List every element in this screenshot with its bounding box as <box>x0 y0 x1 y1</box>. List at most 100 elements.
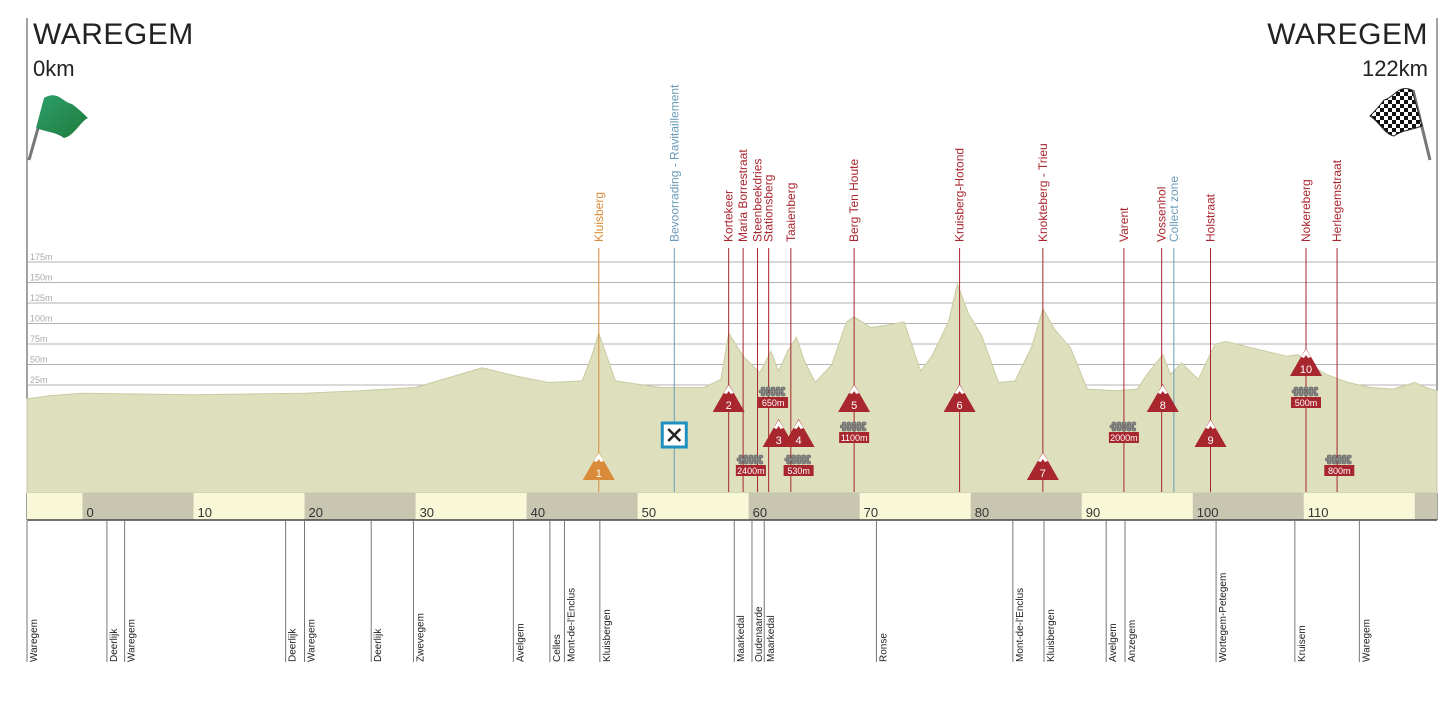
cobble-icon <box>1116 421 1122 426</box>
snowcap-icon <box>1037 453 1048 462</box>
cobble-icon <box>1126 421 1132 426</box>
cobble-icon <box>770 392 776 397</box>
cobble-icon <box>1303 392 1309 397</box>
town-label: Kluisbergen <box>1046 609 1057 662</box>
km-bar-segment <box>1192 493 1304 520</box>
cobble-icon <box>736 457 742 462</box>
x-tick-label: 60 <box>753 505 767 520</box>
cobble-icon <box>743 460 749 465</box>
cobble-icon <box>1308 392 1314 397</box>
town-label: Deerlijk <box>288 628 299 662</box>
cobble-length-badge <box>758 397 789 408</box>
cobblestone-sector: 800m <box>1324 454 1355 476</box>
cobble-icon <box>775 386 781 391</box>
cobble-icon <box>1111 427 1117 432</box>
cobble-length: 800m <box>1328 466 1351 476</box>
cobble-icon <box>763 389 769 394</box>
x-tick-label: 30 <box>420 505 434 520</box>
town-label: Waregem <box>29 619 40 662</box>
x-tick-label: 0 <box>87 505 94 520</box>
cobble-icon <box>1131 427 1137 432</box>
cobble-icon <box>1131 421 1137 426</box>
cobble-icon <box>1335 457 1340 462</box>
cobble-icon <box>760 386 766 391</box>
town-label: Waregem <box>1361 619 1372 662</box>
cobble-icon <box>1129 424 1135 429</box>
cobble-icon <box>786 460 791 465</box>
x-tick-label: 80 <box>975 505 989 520</box>
cobble-icon <box>786 454 791 459</box>
town-label: Deerlijk <box>373 628 384 662</box>
cobble-icon <box>789 457 794 462</box>
cobblestone-sector: 2400m <box>735 454 766 476</box>
mountain-icon <box>1146 384 1179 412</box>
cobble-icon <box>780 392 786 397</box>
climb-number: 9 <box>1207 435 1213 447</box>
cobble-icon <box>1296 389 1302 394</box>
town-label: Avelgem <box>515 623 526 662</box>
cobble-icon <box>1298 392 1304 397</box>
climb-icon: 5 <box>838 384 871 412</box>
town-label: Oudenaarde <box>754 606 765 662</box>
climb-number: 10 <box>1300 364 1312 376</box>
cobble-icon <box>758 460 764 465</box>
cobble-icon <box>1308 386 1314 391</box>
cobble-icon <box>854 424 860 429</box>
town-label: Mont-de-l'Enclus <box>1015 588 1026 662</box>
km-bar-segment <box>970 493 1082 520</box>
cobble-length: 1100m <box>841 433 868 443</box>
marker-label: Herlegemstraat <box>1330 159 1344 242</box>
y-tick-label: 125m <box>30 293 53 303</box>
town-label: Waregem <box>307 619 318 662</box>
climb-icon: 8 <box>1146 384 1179 412</box>
marker-label: Maria Borrestraat <box>736 149 750 242</box>
cobblestone-sector: 500m <box>1290 386 1321 408</box>
climb-number: 6 <box>957 400 963 412</box>
climb-icon: 7 <box>1026 452 1059 480</box>
cobble-icon <box>738 460 744 465</box>
feed-zone-icon <box>660 421 688 449</box>
cobble-icon <box>753 460 759 465</box>
x-tick-label: 90 <box>1086 505 1100 520</box>
cobble-icon <box>1311 389 1317 394</box>
cobble-icon <box>1330 457 1335 462</box>
cobble-length-badge <box>783 465 814 476</box>
cobble-length-badge <box>839 432 870 443</box>
cobble-icon <box>841 427 847 432</box>
cobble-icon <box>1337 460 1342 465</box>
cobble-length: 2000m <box>1110 433 1138 443</box>
cobble-icon <box>765 386 771 391</box>
cobble-icon <box>1345 457 1350 462</box>
y-tick-label: 175m <box>30 252 53 262</box>
mountain-icon <box>943 384 976 412</box>
cobble-icon <box>1116 427 1122 432</box>
climb-number: 7 <box>1040 468 1046 480</box>
snowcap-icon <box>773 420 784 429</box>
cobble-icon <box>1291 389 1297 394</box>
mountain-icon <box>782 419 815 447</box>
town-label: Deerlijk <box>109 628 120 662</box>
town-label: Avelgem <box>1108 623 1119 662</box>
cobble-icon <box>1303 386 1309 391</box>
climb-icon: 2 <box>712 384 745 412</box>
town-label: Maarkedal <box>766 615 777 662</box>
marker-label: Kluisberg <box>592 192 606 242</box>
y-tick-label: 100m <box>30 314 53 324</box>
y-tick-label: 150m <box>30 273 53 283</box>
cobble-icon <box>1109 424 1115 429</box>
snowcap-icon <box>849 385 860 394</box>
marker-label: Berg Ten Houte <box>847 159 861 242</box>
cobble-icon <box>1301 389 1307 394</box>
town-label: Waregem <box>127 619 138 662</box>
cobble-icon <box>791 454 796 459</box>
cobble-icon <box>778 389 784 394</box>
km-bar-segment <box>304 493 416 520</box>
snowcap-icon <box>1205 420 1216 429</box>
marker-label: Kortekeer <box>722 190 736 242</box>
cobble-icon <box>758 454 764 459</box>
cobblestone-sector: 530m <box>783 454 814 476</box>
x-tick-label: 100 <box>1197 505 1219 520</box>
start-distance: 0km <box>33 56 75 81</box>
knife-icon <box>667 428 682 442</box>
